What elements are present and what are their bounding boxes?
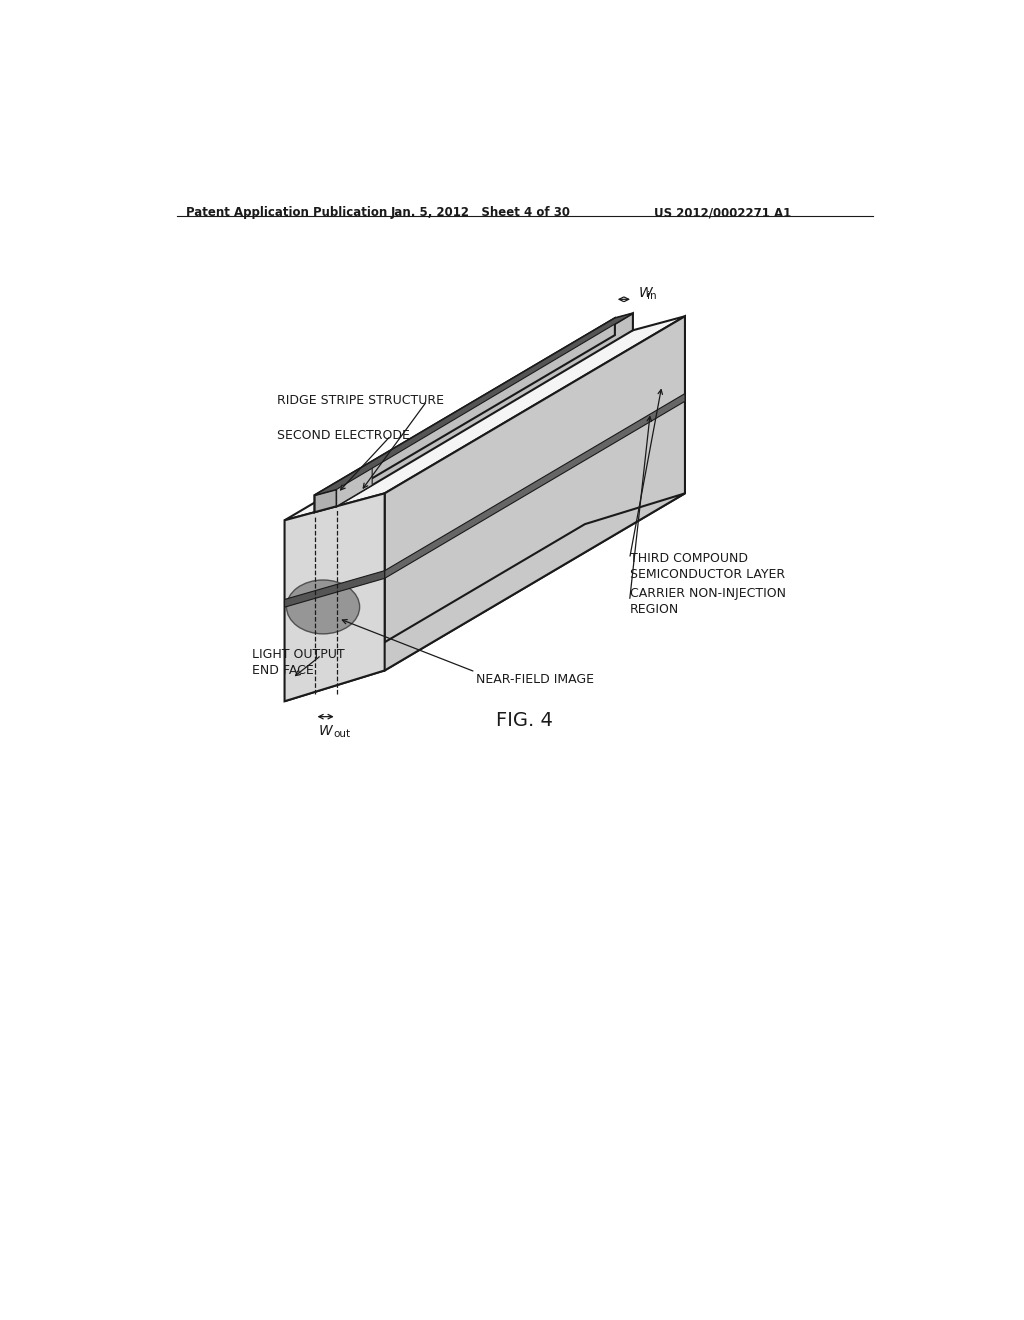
Polygon shape [385, 317, 685, 671]
Text: W: W [639, 286, 653, 300]
Text: in: in [647, 292, 656, 301]
Polygon shape [337, 466, 372, 507]
Text: FIG. 4: FIG. 4 [497, 711, 553, 730]
Text: SECOND ELECTRODE: SECOND ELECTRODE [276, 429, 410, 442]
Polygon shape [314, 318, 614, 512]
Polygon shape [285, 494, 385, 701]
Polygon shape [314, 490, 337, 512]
Text: out: out [333, 729, 350, 739]
Polygon shape [385, 393, 685, 578]
Ellipse shape [287, 579, 359, 634]
Text: Jan. 5, 2012   Sheet 4 of 30: Jan. 5, 2012 Sheet 4 of 30 [391, 206, 570, 219]
Text: RIDGE STRIPE STRUCTURE: RIDGE STRIPE STRUCTURE [276, 395, 443, 408]
Text: Patent Application Publication: Patent Application Publication [186, 206, 387, 219]
Text: LIGHT OUTPUT
END FACE: LIGHT OUTPUT END FACE [252, 648, 345, 677]
Text: W: W [318, 723, 333, 738]
Polygon shape [314, 313, 633, 495]
Text: US 2012/0002271 A1: US 2012/0002271 A1 [654, 206, 792, 219]
Polygon shape [285, 570, 385, 607]
Text: THIRD COMPOUND
SEMICONDUCTOR LAYER: THIRD COMPOUND SEMICONDUCTOR LAYER [630, 552, 784, 581]
Text: NEAR-FIELD IMAGE: NEAR-FIELD IMAGE [475, 673, 594, 686]
Polygon shape [285, 317, 685, 520]
Text: CARRIER NON-INJECTION
REGION: CARRIER NON-INJECTION REGION [630, 586, 785, 615]
Polygon shape [285, 494, 685, 701]
Polygon shape [314, 313, 633, 495]
Polygon shape [337, 313, 633, 507]
